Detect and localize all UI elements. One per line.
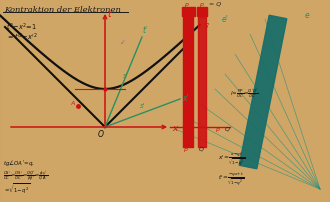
Text: $t^2\!-\!x^2\!=\!1$: $t^2\!-\!x^2\!=\!1$ [6, 22, 37, 33]
Text: $=\!\sqrt{1\!-\!q^2}$: $=\!\sqrt{1\!-\!q^2}$ [3, 182, 30, 195]
Text: S: S [185, 15, 189, 21]
Text: = Q: = Q [209, 2, 221, 7]
Text: s': s' [140, 102, 146, 108]
Text: Q: Q [225, 126, 230, 131]
Text: p: p [215, 126, 219, 131]
Polygon shape [239, 16, 287, 169]
Text: $l\!=\!\frac{PP}{OC}\!=\!\frac{Q'Q'}{OC'}$: $l\!=\!\frac{PP}{OC}\!=\!\frac{Q'Q'}{OC'… [230, 87, 258, 100]
Text: x: x [172, 123, 178, 132]
Text: $\frac{OS'}{OC}\!=\!\frac{OS'}{OC'}\!=\!\frac{QQ'}{\beta\beta'}\!=\!\frac{\phi\g: $\frac{OS'}{OC}\!=\!\frac{OS'}{OC'}\!=\!… [3, 168, 49, 182]
Text: S': S' [204, 23, 211, 29]
Text: t: t [107, 10, 111, 19]
Text: t': t' [143, 26, 148, 35]
Text: A: A [70, 101, 75, 106]
Text: Kontraktion der Elektronen: Kontraktion der Elektronen [4, 6, 121, 14]
Text: p: p [184, 2, 188, 7]
Text: $tg\angle OA'\!=\!q,$: $tg\angle OA'\!=\!q,$ [3, 157, 35, 167]
Text: x': x' [182, 94, 189, 103]
Text: Q: Q [199, 146, 204, 151]
Text: e': e' [222, 15, 229, 24]
Text: p: p [199, 2, 203, 7]
Text: p: p [183, 146, 187, 151]
Text: $x'\!=\!\frac{x\!-\!qt}{\sqrt{1\!-\!q^2}}$: $x'\!=\!\frac{x\!-\!qt}{\sqrt{1\!-\!q^2}… [218, 151, 245, 167]
Text: $t'\!=\!\frac{-qx\!+\!t}{\sqrt{1\!-\!q^2}}$: $t'\!=\!\frac{-qx\!+\!t}{\sqrt{1\!-\!q^2… [218, 171, 244, 187]
Text: O: O [98, 129, 104, 138]
Bar [197, 8, 207, 17]
Text: s': s' [123, 73, 128, 79]
Text: e: e [305, 11, 310, 20]
Text: $=t^{\prime2}\!-\!x^{\prime2}$: $=t^{\prime2}\!-\!x^{\prime2}$ [6, 32, 38, 43]
Text: ✓: ✓ [120, 40, 126, 46]
Bar [182, 8, 195, 17]
